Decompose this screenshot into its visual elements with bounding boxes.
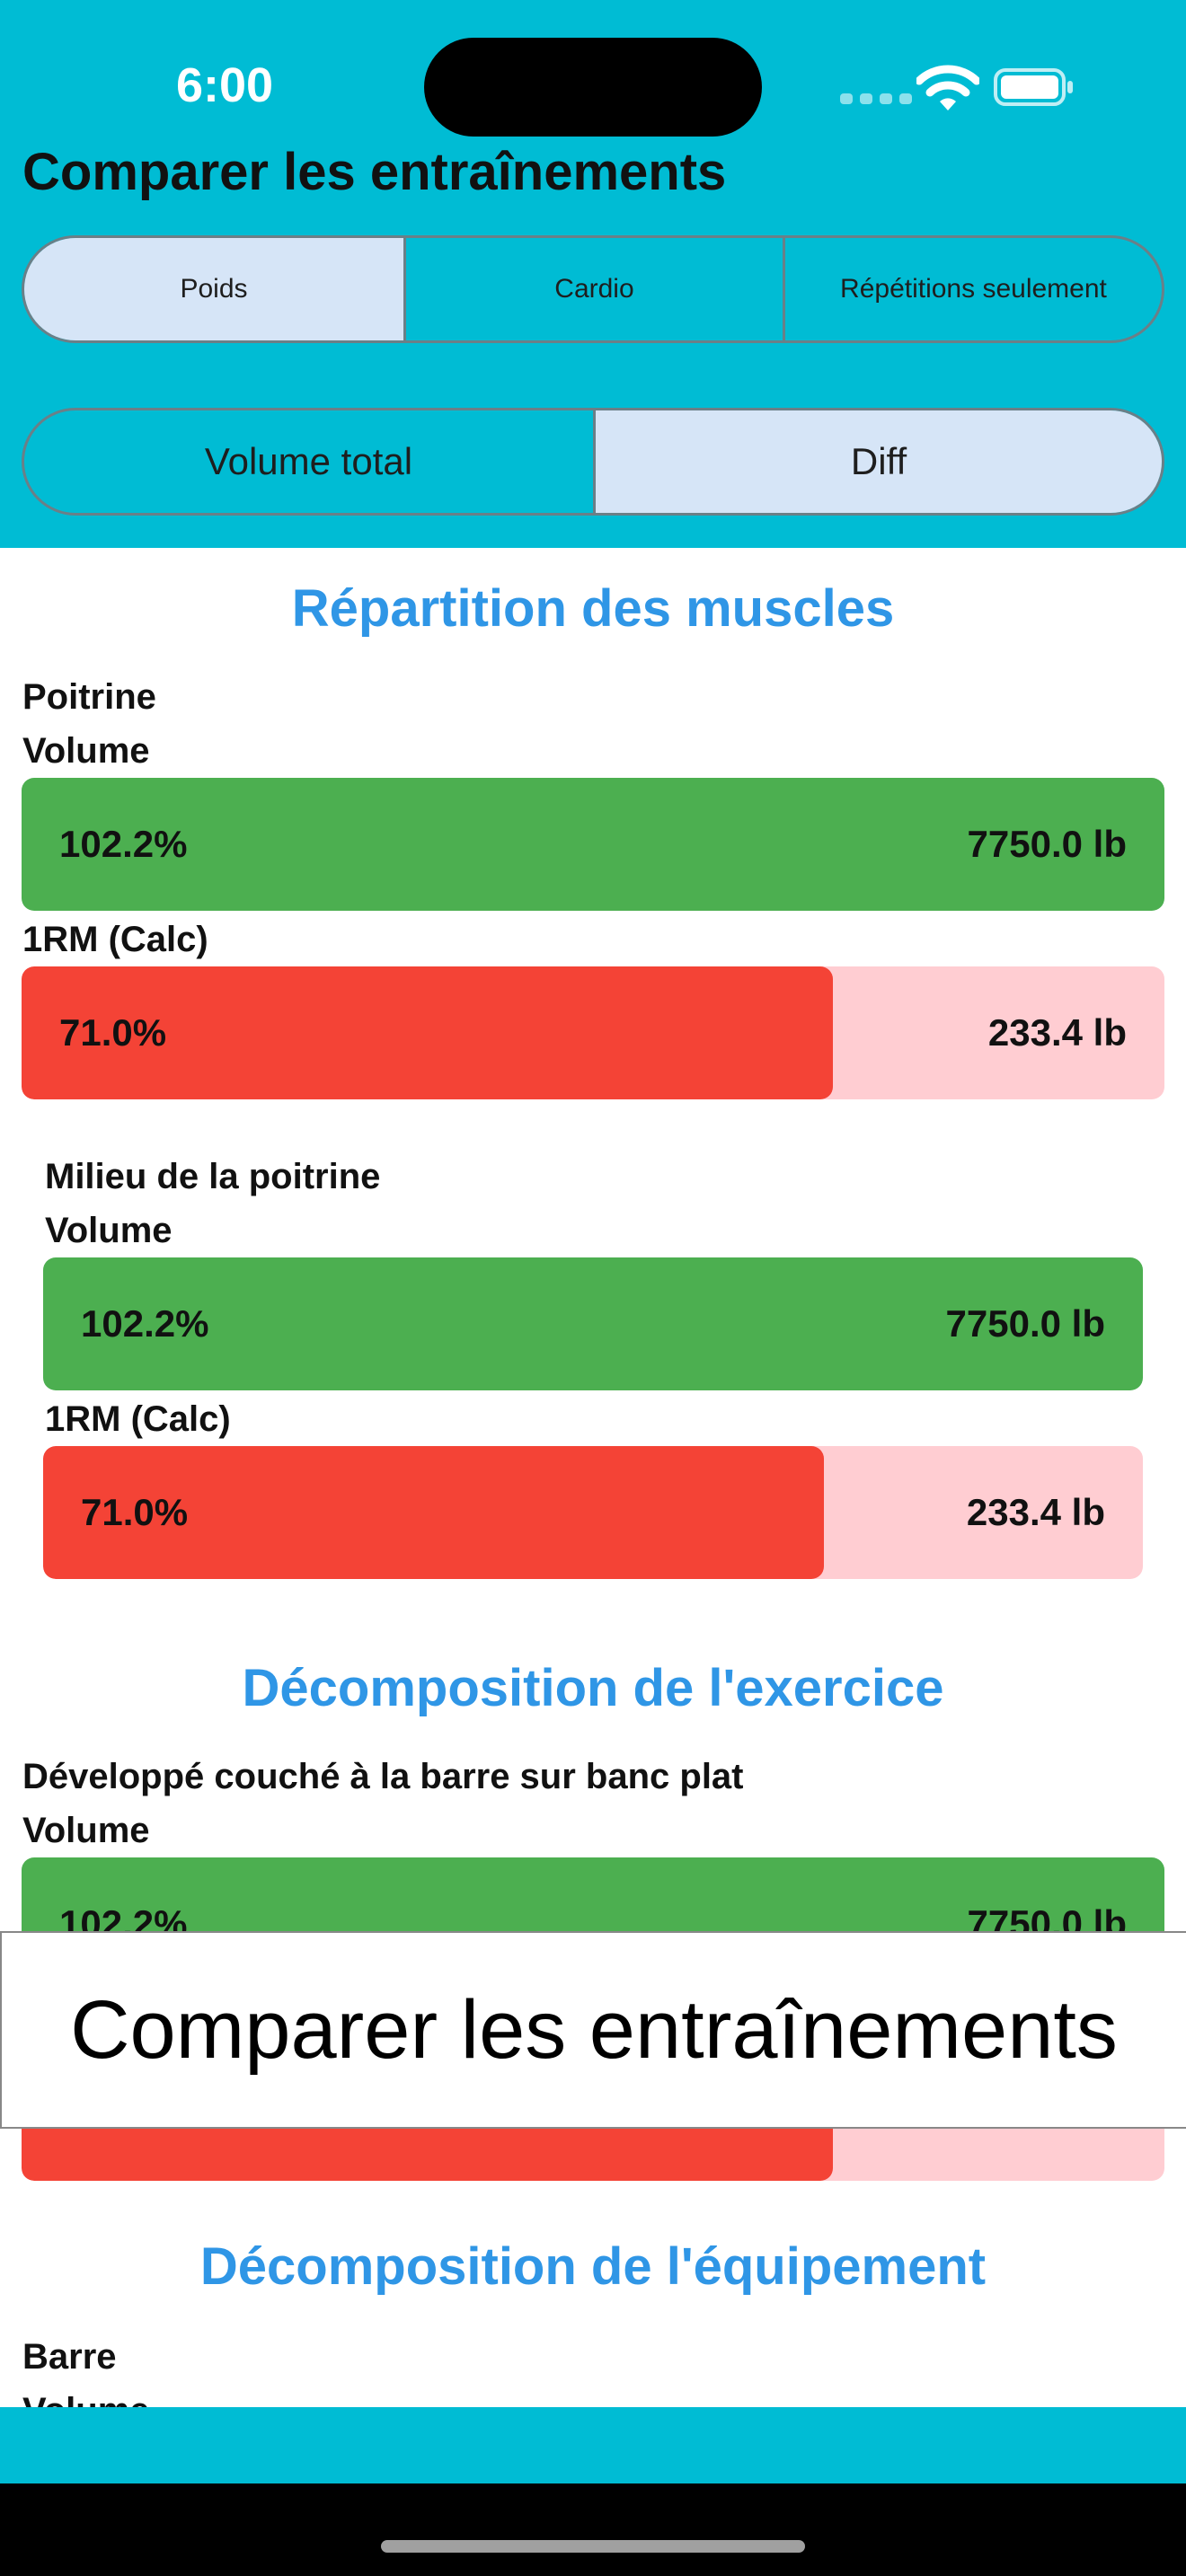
- tab-repetitions-seulement[interactable]: Répétitions seulement: [782, 238, 1162, 340]
- one-rm-bar-fill: [22, 966, 834, 1099]
- one-rm-percent: 71.0%: [59, 1011, 167, 1054]
- tab-volume-total[interactable]: Volume total: [204, 440, 413, 482]
- volume-percent: 102.2%: [81, 1302, 209, 1345]
- muscle-group-name: Poitrine: [22, 677, 156, 717]
- wifi-icon: [916, 65, 979, 110]
- dynamic-island: [424, 38, 762, 137]
- volume-percent: 102.2%: [59, 823, 188, 865]
- comparison-mode-segmented-control: Volume total Diff: [22, 408, 1164, 516]
- tab-poids[interactable]: Poids: [24, 238, 403, 340]
- metric-label: 1RM (Calc): [45, 1399, 231, 1439]
- home-indicator-area: [0, 2483, 1186, 2576]
- one-rm-value: 233.4 lb: [966, 1491, 1105, 1533]
- page-title: Comparer les entraînements: [22, 143, 727, 201]
- equipment-name: Barre: [22, 2337, 117, 2377]
- section-title-equipment: Décomposition de l'équipement: [199, 2237, 987, 2296]
- metric-label: 1RM (Calc): [22, 920, 208, 959]
- metric-label: Volume: [22, 1811, 150, 1850]
- one-rm-bar: 71.0% 233.4 lb: [43, 1446, 1143, 1579]
- section-title-muscles: Répartition des muscles: [291, 579, 895, 638]
- muscle-group-name: Milieu de la poitrine: [45, 1157, 381, 1196]
- overlay-title-box: Comparer les entraînements: [0, 1931, 1186, 2129]
- exercise-name: Développé couché à la barre sur banc pla…: [22, 1757, 744, 1796]
- one-rm-percent: 71.0%: [81, 1491, 189, 1533]
- volume-value: 7750.0 lb: [967, 823, 1127, 865]
- section-title-exercise: Décomposition de l'exercice: [242, 1659, 944, 1717]
- home-indicator[interactable]: [381, 2540, 805, 2553]
- battery-icon: [994, 68, 1073, 106]
- metric-label: Volume: [22, 731, 150, 771]
- one-rm-bar-fill: [43, 1446, 825, 1579]
- bottom-toolbar: [0, 2407, 1186, 2483]
- one-rm-value: 233.4 lb: [987, 1011, 1127, 1054]
- volume-value: 7750.0 lb: [945, 1302, 1105, 1345]
- one-rm-bar: 71.0% 233.4 lb: [22, 966, 1164, 1099]
- status-time: 6:00: [175, 58, 274, 112]
- tab-diff[interactable]: Diff: [593, 410, 1162, 513]
- volume-bar: 102.2% 7750.0 lb: [22, 778, 1164, 911]
- volume-bar: 102.2% 7750.0 lb: [43, 1257, 1143, 1390]
- metric-label: Volume: [45, 1211, 173, 1250]
- tab-cardio[interactable]: Cardio: [403, 238, 783, 340]
- cellular-signal-icon: [840, 93, 912, 106]
- workout-type-segmented-control: Poids Cardio Répétitions seulement: [22, 235, 1164, 343]
